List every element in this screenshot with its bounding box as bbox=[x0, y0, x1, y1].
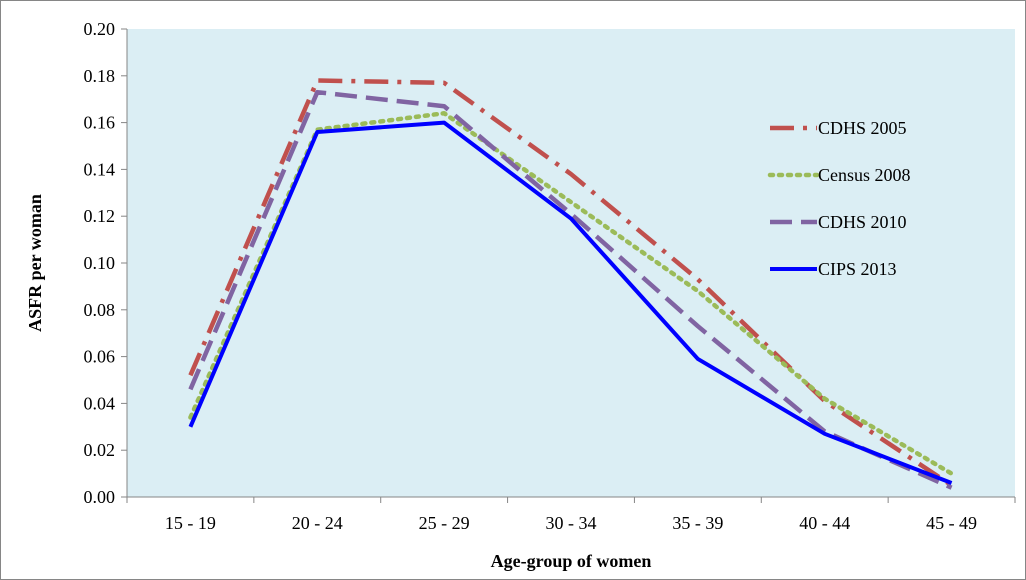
legend-item-cips-2013: CIPS 2013 bbox=[770, 259, 897, 279]
y-tick-label: 0.18 bbox=[84, 66, 116, 86]
series-cdhs-2005 bbox=[188, 78, 953, 488]
legend-item-cdhs-2010: CDHS 2010 bbox=[770, 212, 907, 232]
y-tick-label: 0.20 bbox=[84, 19, 116, 39]
y-tick-label: 0.16 bbox=[84, 113, 116, 133]
legend-label: Census 2008 bbox=[818, 165, 911, 185]
x-axis: 15 - 19 20 - 24 25 - 29 30 - 34 35 - 39 40 - … bbox=[126, 496, 1016, 533]
x-tick-label: 35 - 39 bbox=[672, 513, 723, 533]
x-tick-label: 40 - 44 bbox=[799, 513, 850, 533]
series-cdhs-2010 bbox=[188, 89, 953, 490]
legend: CDHS 2005 Census 2008 CDHS 2010 CIPS 2013 bbox=[767, 118, 911, 279]
y-tick-label: 0.04 bbox=[84, 393, 116, 413]
y-tick-label: 0.06 bbox=[84, 347, 116, 367]
legend-label: CDHS 2005 bbox=[818, 118, 907, 138]
legend-label: CDHS 2010 bbox=[818, 212, 907, 232]
y-tick-label: 0.10 bbox=[84, 253, 116, 273]
x-tick-label: 15 - 19 bbox=[165, 513, 216, 533]
legend-item-census-2008: Census 2008 bbox=[767, 165, 911, 185]
legend-item-cdhs-2005: CDHS 2005 bbox=[770, 118, 907, 138]
y-tick-label: 0.12 bbox=[84, 206, 116, 226]
series-line-census-2008 bbox=[188, 110, 954, 476]
x-tick-label: 20 - 24 bbox=[292, 513, 343, 533]
series-line-cdhs-2010 bbox=[188, 89, 953, 490]
y-tick-label: 0.02 bbox=[84, 440, 116, 460]
y-axis-title: ASFR per woman bbox=[25, 194, 45, 332]
series-line-cips-2013 bbox=[188, 120, 953, 485]
y-axis: 0.00 0.02 0.04 0.06 0.08 0.10 0.12 0.14 0.16 0.18… bbox=[84, 19, 128, 507]
legend-label: CIPS 2013 bbox=[818, 259, 897, 279]
x-axis-title: Age-group of women bbox=[491, 551, 652, 571]
x-tick-label: 45 - 49 bbox=[926, 513, 977, 533]
plot-area bbox=[127, 29, 1015, 497]
series-census-2008 bbox=[188, 110, 954, 476]
x-tick-label: 25 - 29 bbox=[419, 513, 470, 533]
series-cips-2013 bbox=[188, 120, 953, 485]
y-tick-label: 0.00 bbox=[84, 487, 116, 507]
series-layer bbox=[188, 78, 954, 490]
series-line-cdhs-2005 bbox=[188, 78, 953, 488]
y-tick-label: 0.14 bbox=[84, 159, 116, 179]
y-tick-label: 0.08 bbox=[84, 300, 116, 320]
x-tick-label: 30 - 34 bbox=[546, 513, 597, 533]
